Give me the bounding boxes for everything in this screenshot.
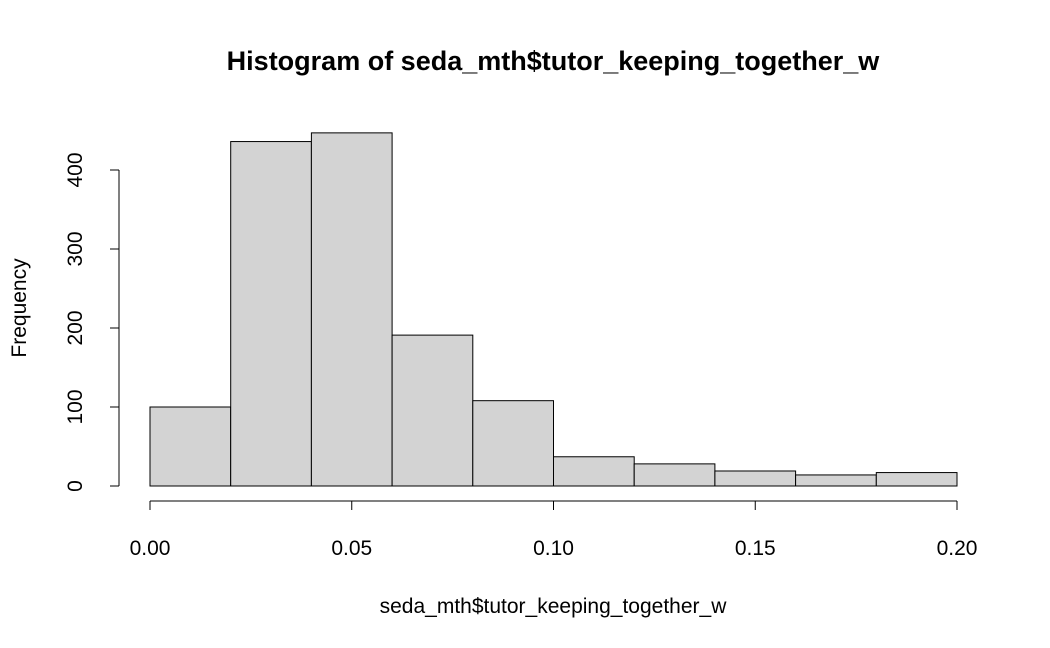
x-tick-label: 0.20 (937, 537, 978, 560)
x-axis-label: seda_mth$tutor_keeping_together_w (380, 595, 728, 618)
histogram-bar (795, 474, 877, 487)
histogram-bar (230, 141, 312, 487)
y-tick-label: 200 (64, 310, 87, 345)
histogram-bar (149, 406, 232, 487)
histogram-bar (875, 472, 958, 487)
x-tick-label: 0.15 (735, 537, 776, 560)
x-tick-label: 0.00 (130, 537, 171, 560)
y-tick-label: 400 (64, 152, 87, 187)
y-tick-label: 0 (64, 480, 87, 492)
x-tick-label: 0.10 (533, 537, 574, 560)
x-axis: 0.00 0.05 0.10 0.15 0.20 (130, 500, 978, 560)
y-tick-label: 100 (64, 389, 87, 424)
y-axis-label: Frequency (8, 258, 31, 358)
chart-title: Histogram of seda_mth$tutor_keeping_toge… (227, 46, 881, 76)
histogram-bar (553, 456, 635, 487)
histogram-bar (310, 132, 393, 487)
histogram-bar (391, 334, 474, 487)
y-tick-label: 300 (64, 231, 87, 266)
x-tick-label: 0.05 (331, 537, 372, 560)
histogram-bar (714, 470, 797, 487)
y-axis: 0 100 200 300 400 (64, 152, 120, 492)
bars-group (149, 132, 958, 487)
histogram-bar (633, 463, 716, 487)
histogram-bar (472, 400, 554, 487)
